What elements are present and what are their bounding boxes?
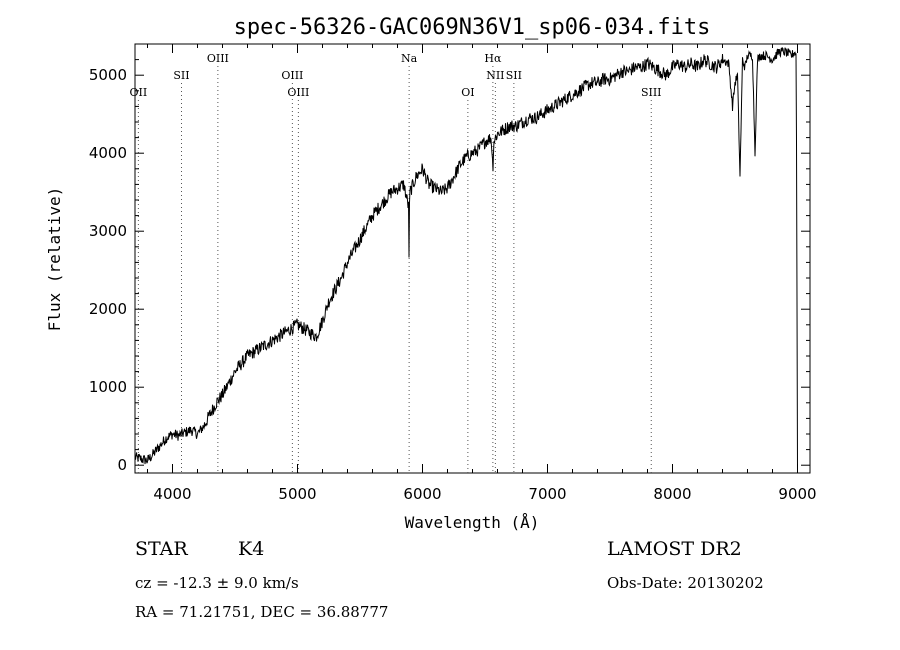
y-axis-label: Flux (relative) (45, 187, 64, 332)
line-marker-label: OIII (287, 86, 309, 99)
x-axis-label: Wavelength (Å) (405, 513, 540, 532)
x-tick-label: 5000 (278, 485, 316, 503)
line-marker-label: OII (130, 86, 148, 99)
line-marker-label: OIII (281, 69, 303, 82)
line-marker-label: OIII (207, 52, 229, 65)
x-tick-label: 8000 (653, 485, 691, 503)
y-axis-ticks: 0 1000 2000 3000 4000 5000 (89, 43, 810, 474)
line-marker-label: NII (486, 69, 504, 82)
line-marker-label: SII (173, 69, 189, 82)
line-marker-label: SII (506, 69, 522, 82)
x-tick-label: 9000 (778, 485, 816, 503)
y-tick-label: 0 (117, 456, 127, 474)
y-tick-label: 2000 (89, 300, 127, 318)
y-tick-label: 4000 (89, 144, 127, 162)
x-axis-ticks: 4000 5000 6000 7000 8000 9000 (147, 44, 817, 503)
series-line-flux (134, 46, 798, 472)
chart-title: spec-56326-GAC069N36V1_sp06-034.fits (234, 15, 711, 40)
line-marker-label: OI (461, 86, 474, 99)
line-marker-label: Na (401, 52, 418, 65)
object-subclass: K4 (238, 538, 265, 560)
x-tick-label: 6000 (403, 485, 441, 503)
line-marker-label: SIII (641, 86, 662, 99)
survey-name: LAMOST DR2 (607, 538, 742, 560)
line-marker-label: Hα (484, 52, 502, 65)
observation-date: Obs-Date: 20130202 (607, 574, 764, 592)
plot-frame (134, 43, 811, 474)
y-tick-label: 1000 (89, 378, 127, 396)
x-tick-label: 7000 (528, 485, 566, 503)
y-tick-label: 5000 (89, 66, 127, 84)
redshift-cz: cz = -12.3 ± 9.0 km/s (135, 574, 299, 592)
x-tick-label: 4000 (153, 485, 191, 503)
y-tick-label: 3000 (89, 222, 127, 240)
ra-dec-coordinates: RA = 71.21751, DEC = 36.88777 (135, 603, 389, 621)
object-class: STAR (135, 538, 188, 560)
line-markers (137, 66, 652, 473)
